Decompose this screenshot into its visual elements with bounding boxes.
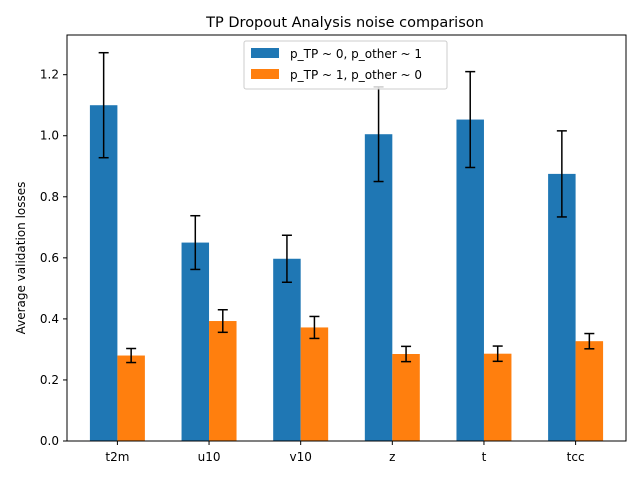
y-tick-label-0.8: 0.8: [40, 190, 59, 204]
error-bar-1-u10: [190, 214, 201, 271]
error-bar-2-t2m: [126, 347, 137, 364]
y-tick-label-0.6: 0.6: [40, 251, 59, 265]
x-tick-label-v10: v10: [289, 450, 311, 464]
plot-frame: [66, 34, 627, 442]
bar-2-tcc: [575, 341, 604, 441]
bar-1-t2m: [89, 105, 118, 442]
bar-1-tcc: [548, 173, 576, 442]
bar-2-z: [392, 354, 420, 441]
bar-2-t2m: [117, 355, 145, 441]
error-bar-2-z: [401, 345, 412, 363]
plot-area: [89, 51, 604, 442]
y-tick-label-0.4: 0.4: [40, 312, 59, 326]
error-bar-1-t2m: [98, 51, 109, 159]
error-bar-2-t: [492, 345, 503, 363]
bar-1-u10: [181, 242, 210, 441]
y-tick-label-1.2: 1.2: [40, 68, 59, 82]
error-bar-2-v10: [309, 315, 320, 340]
y-tick-label-0.2: 0.2: [40, 373, 59, 387]
x-tick-label-u10: u10: [198, 450, 221, 464]
x-tick-label-t: t: [482, 450, 487, 464]
bar-2-u10: [209, 321, 237, 441]
error-bar-1-tcc: [556, 130, 567, 218]
error-bar-1-t: [465, 70, 476, 169]
bar-1-z: [364, 134, 393, 442]
axes: t2m u10 v10 z t tcc 0.0 0.2 0.4 0.6 0.8 1.0 1.2: [40, 68, 585, 464]
x-tick-label-tcc: tcc: [567, 450, 585, 464]
legend-swatch-2: [251, 69, 279, 79]
x-tick-label-t2m: t2m: [105, 450, 129, 464]
legend-label-2: p_TP ~ 1, p_other ~ 0: [290, 68, 422, 82]
error-bar-2-u10: [217, 308, 228, 334]
y-axis-label: Average validation losses: [14, 182, 28, 335]
bar-2-v10: [300, 327, 329, 441]
error-bar-2-tcc: [584, 332, 595, 350]
bar-1-v10: [273, 258, 301, 441]
bar-2-t: [483, 353, 512, 441]
y-tick-label-1.0: 1.0: [40, 129, 59, 143]
legend: p_TP ~ 0, p_other ~ 1 p_TP ~ 1, p_other ~…: [243, 40, 448, 90]
error-bar-1-v10: [281, 234, 292, 284]
bar-1-t: [456, 119, 484, 441]
y-tick-label-0.0: 0.0: [40, 434, 59, 448]
legend-swatch-1: [251, 48, 279, 58]
legend-label-1: p_TP ~ 0, p_other ~ 1: [290, 47, 422, 61]
chart-title: TP Dropout Analysis noise comparison: [205, 15, 484, 31]
legend-box: [243, 40, 448, 90]
x-tick-label-z: z: [389, 450, 395, 464]
